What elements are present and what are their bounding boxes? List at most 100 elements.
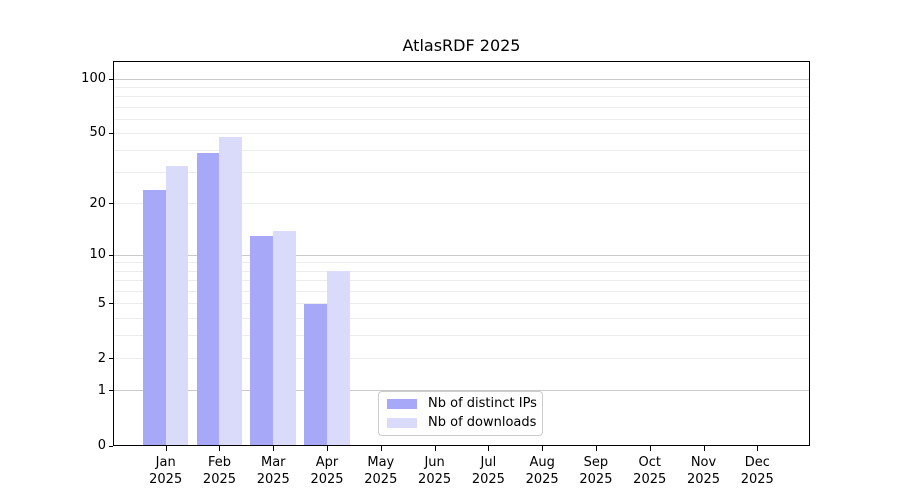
y-tick-label: 0 xyxy=(97,438,106,453)
x-tick-label-dec: Dec 2025 xyxy=(717,454,797,488)
bar-distinct-ips-jan xyxy=(142,190,166,446)
x-label-year: 2025 xyxy=(579,472,613,487)
y-tick-label: 100 xyxy=(81,71,106,86)
chart-title: AtlasRDF 2025 xyxy=(402,36,521,55)
y-gridline-minor xyxy=(113,335,810,337)
y-gridline-major xyxy=(113,78,810,80)
y-tick-20 xyxy=(109,203,113,205)
legend: Nb of distinct IPs Nb of downloads xyxy=(378,391,543,436)
x-label-year: 2025 xyxy=(471,472,505,487)
x-tick-label-apr: Apr 2025 xyxy=(287,454,367,488)
x-tick-label-jun: Jun 2025 xyxy=(395,454,475,488)
y-tick-label: 10 xyxy=(89,247,106,263)
y-gridline-minor xyxy=(113,358,810,360)
y-tick-50 xyxy=(109,132,113,134)
y-tick-5 xyxy=(109,303,113,305)
y-gridline-minor xyxy=(113,262,810,264)
y-tick-10 xyxy=(109,254,113,256)
x-tick-jun xyxy=(434,446,436,451)
x-label-month: Feb xyxy=(207,455,231,470)
x-tick-nov xyxy=(703,446,705,451)
x-tick-label-nov: Nov 2025 xyxy=(664,454,744,488)
y-tick-label: 20 xyxy=(89,195,106,211)
y-tick-1 xyxy=(109,390,113,392)
x-label-month: Sep xyxy=(583,455,609,470)
y-gridline-minor xyxy=(113,96,810,98)
y-tick-label: 50 xyxy=(89,125,106,141)
x-tick-label-feb: Feb 2025 xyxy=(179,454,259,488)
x-label-month: Jul xyxy=(480,455,497,470)
y-tick-label: 2 xyxy=(97,350,106,366)
bar-downloads-feb xyxy=(219,136,243,446)
x-label-year: 2025 xyxy=(740,472,774,487)
bar-distinct-ips-mar xyxy=(250,236,274,446)
x-tick-label-sep: Sep 2025 xyxy=(556,454,636,488)
x-tick-label-jan: Jan 2025 xyxy=(126,454,206,488)
y-gridline-major xyxy=(113,254,810,256)
x-label-year: 2025 xyxy=(418,472,452,487)
legend-label: Nb of distinct IPs xyxy=(428,395,537,411)
x-tick-label-may: May 2025 xyxy=(341,454,421,488)
y-gridline-minor xyxy=(113,303,810,305)
x-tick-jul xyxy=(488,446,490,451)
y-gridline-minor xyxy=(113,118,810,120)
y-gridline-minor xyxy=(113,106,810,108)
y-tick-label: 1 xyxy=(97,382,106,398)
bar-distinct-ips-apr xyxy=(304,303,328,446)
x-label-year: 2025 xyxy=(202,472,237,487)
y-tick-100 xyxy=(109,78,113,80)
x-tick-label-jul: Jul 2025 xyxy=(448,454,528,488)
x-label-month: Mar xyxy=(260,455,286,470)
y-gridline-minor xyxy=(113,203,810,205)
x-label-month: Apr xyxy=(315,455,339,470)
y-tick-0 xyxy=(109,445,113,447)
x-label-year: 2025 xyxy=(310,472,344,487)
legend-label: Nb of downloads xyxy=(428,415,537,431)
x-tick-may xyxy=(380,446,382,451)
bar-downloads-jan xyxy=(165,165,189,446)
x-label-month: Nov xyxy=(690,455,717,470)
x-tick-aug xyxy=(542,446,544,451)
bar-distinct-ips-feb xyxy=(196,152,220,446)
x-label-month: Jun xyxy=(424,455,445,470)
x-label-month: May xyxy=(367,455,395,470)
x-tick-oct xyxy=(649,446,651,451)
x-tick-mar xyxy=(273,446,275,451)
y-gridline-minor xyxy=(113,86,810,88)
x-label-year: 2025 xyxy=(686,472,721,487)
y-gridline-minor xyxy=(113,290,810,292)
x-tick-label-oct: Oct 2025 xyxy=(610,454,690,488)
y-gridline-minor xyxy=(113,280,810,282)
x-label-year: 2025 xyxy=(256,472,290,487)
y-gridline-minor xyxy=(113,150,810,152)
x-tick-label-mar: Mar 2025 xyxy=(233,454,313,488)
x-tick-sep xyxy=(595,446,597,451)
bar-downloads-mar xyxy=(273,230,297,446)
y-gridline-minor xyxy=(113,270,810,272)
x-tick-apr xyxy=(327,446,329,451)
legend-item: Nb of distinct IPs xyxy=(387,395,537,412)
x-label-month: Dec xyxy=(744,455,770,470)
x-label-year: 2025 xyxy=(525,472,559,487)
legend-swatch-distinct-ips xyxy=(387,398,417,409)
x-label-month: Oct xyxy=(638,455,661,470)
x-tick-dec xyxy=(757,446,759,451)
x-label-year: 2025 xyxy=(149,472,183,487)
x-tick-label-aug: Aug 2025 xyxy=(502,454,582,488)
y-tick-2 xyxy=(109,358,113,360)
bar-downloads-apr xyxy=(327,271,350,446)
x-tick-jan xyxy=(165,446,167,451)
x-label-year: 2025 xyxy=(364,472,398,487)
y-gridline-minor xyxy=(113,317,810,319)
x-tick-feb xyxy=(219,446,221,451)
y-gridline-minor xyxy=(113,132,810,134)
y-gridline-minor xyxy=(113,172,810,174)
y-tick-label: 5 xyxy=(97,295,106,311)
x-label-month: Jan xyxy=(155,455,176,470)
x-label-month: Aug xyxy=(529,455,555,470)
legend-item: Nb of downloads xyxy=(387,415,537,431)
x-label-year: 2025 xyxy=(633,472,667,487)
y-gridline-major xyxy=(113,390,810,392)
legend-swatch-downloads xyxy=(387,418,417,429)
